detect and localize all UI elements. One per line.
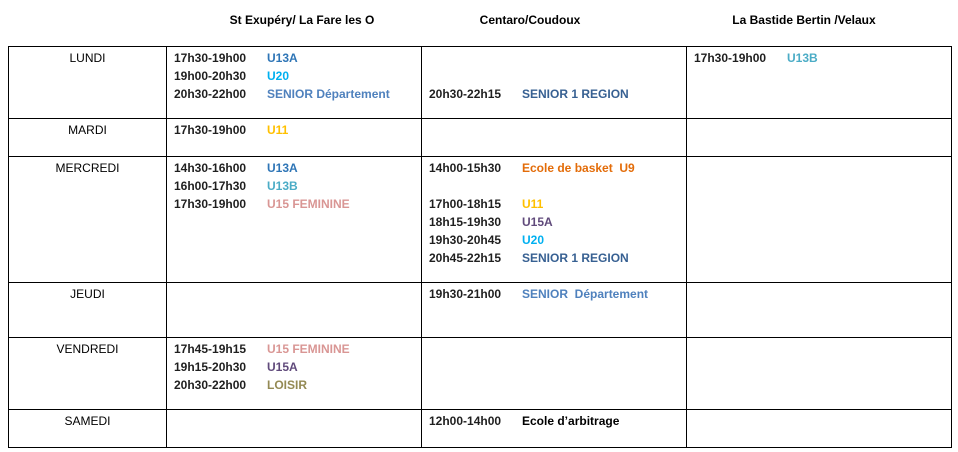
schedule-cell: 17h45-19h15 U15 FEMININE 19h15-20h30 U15A 20… (166, 337, 422, 410)
schedule-cell: 17h30-19h00 U13B (686, 46, 952, 119)
schedule-line: 17h30-19h00 U13A (174, 49, 421, 67)
day-cell: LUNDI (8, 46, 167, 119)
team-name: U13B (787, 51, 818, 65)
team-name: U20 (267, 69, 290, 83)
column-header: Centaro/Coudoux (479, 13, 581, 27)
day-cell: VENDREDI (8, 337, 167, 410)
schedule-cell: 19h30-21h00 SENIOR Département (421, 282, 687, 338)
time-slot: 20h30-22h00 (174, 87, 247, 101)
time-slot: 14h00-15h30 (429, 161, 502, 175)
schedule-line: 19h30-21h00 SENIOR Département (429, 285, 686, 303)
team-name: U13B (267, 179, 298, 193)
schedule-cell (686, 409, 952, 448)
day-cell: JEUDI (8, 282, 167, 338)
schedule-line: 14h30-16h00 U13A (174, 159, 421, 177)
table-row: LUNDI 17h30-19h00 U13A 19h00-20h30 U20 20h30-… (8, 46, 952, 119)
schedule-cell: 14h00-15h30 Ecole de basket U9 17h00-18h15… (421, 156, 687, 283)
time-slot: 14h30-16h00 (174, 161, 247, 175)
schedule-cell: 20h30-22h15 SENIOR 1 REGION (421, 46, 687, 119)
day-cell: SAMEDI (8, 409, 167, 448)
time-slot: 17h00-18h15 (429, 197, 502, 211)
schedule-line: 17h30-19h00 U13B (694, 49, 951, 67)
team-name: SENIOR 1 REGION (522, 87, 629, 101)
time-slot: 20h30-22h15 (429, 87, 502, 101)
time-slot: 17h30-19h00 (174, 197, 247, 211)
time-slot: 16h00-17h30 (174, 179, 247, 193)
team-name: U15 FEMININE (267, 342, 350, 356)
schedule-table: LUNDI 17h30-19h00 U13A 19h00-20h30 U20 20h30-… (8, 46, 952, 448)
day-cell: MARDI (8, 118, 167, 157)
schedule-cell (686, 118, 952, 157)
schedule-line: 17h45-19h15 U15 FEMININE (174, 340, 421, 358)
team-name: U20 (522, 233, 545, 247)
schedule-line: 16h00-17h30 U13B (174, 177, 421, 195)
team-name: U11 (267, 123, 289, 137)
schedule-line: 17h00-18h15 U11 (429, 195, 686, 213)
column-header: St Exupéry/ La Fare les O (229, 13, 375, 27)
schedule-cell: 12h00-14h00 Ecole d’arbitrage (421, 409, 687, 448)
time-slot: 17h30-19h00 (694, 51, 767, 65)
time-slot: 17h45-19h15 (174, 342, 247, 356)
table-row: VENDREDI 17h45-19h15 U15 FEMININE 19h15-20h… (8, 337, 952, 410)
day-cell: MERCREDI (8, 156, 167, 283)
schedule-line: 19h30-20h45 U20 (429, 231, 686, 249)
schedule-line: 20h30-22h00 SENIOR Département (174, 85, 421, 103)
team-name: U15A (267, 360, 298, 374)
team-name: SENIOR 1 REGION (522, 251, 629, 265)
team-name: U13A (267, 51, 298, 65)
time-slot: 20h45-22h15 (429, 251, 502, 265)
table-row: MARDI 17h30-19h00 U11 (8, 118, 952, 157)
time-slot: 19h30-20h45 (429, 233, 502, 247)
team-name: U13A (267, 161, 298, 175)
time-slot: 17h30-19h00 (174, 51, 247, 65)
schedule-cell (686, 156, 952, 283)
schedule-cell (686, 337, 952, 410)
schedule-cell: 17h30-19h00 U11 (166, 118, 422, 157)
team-name: U11 (522, 197, 544, 211)
schedule-line: 19h15-20h30 U15A (174, 358, 421, 376)
table-row: SAMEDI 12h00-14h00 Ecole d’arbitrage (8, 409, 952, 448)
time-slot: 20h30-22h00 (174, 378, 247, 392)
time-slot: 17h30-19h00 (174, 123, 247, 137)
team-name: Ecole de basket U9 (522, 161, 635, 175)
team-name: SENIOR Département (267, 87, 390, 101)
schedule-line: 17h30-19h00 U11 (174, 121, 421, 139)
schedule-line (429, 177, 686, 195)
team-name: LOISIR (267, 378, 308, 392)
schedule-line: 12h00-14h00 Ecole d’arbitrage (429, 412, 686, 430)
time-slot: 19h15-20h30 (174, 360, 247, 374)
table-row: JEUDI 19h30-21h00 SENIOR Département (8, 282, 952, 338)
schedule-line: 18h15-19h30 U15A (429, 213, 686, 231)
schedule-line (429, 67, 686, 85)
schedule-cell (166, 282, 422, 338)
schedule-line: 20h30-22h15 SENIOR 1 REGION (429, 85, 686, 103)
schedule-cell: 17h30-19h00 U13A 19h00-20h30 U20 20h30-22h00… (166, 46, 422, 119)
schedule-line (429, 49, 686, 67)
schedule-line: 19h00-20h30 U20 (174, 67, 421, 85)
time-slot: 19h00-20h30 (174, 69, 247, 83)
time-slot: 12h00-14h00 (429, 414, 502, 428)
team-name: U15 FEMININE (267, 197, 350, 211)
schedule-line: 20h30-22h00 LOISIR (174, 376, 421, 394)
column-header: La Bastide Bertin /Velaux (732, 13, 876, 27)
schedule-cell: 14h30-16h00 U13A 16h00-17h30 U13B 17h30-19h0… (166, 156, 422, 283)
table-row: MERCREDI 14h30-16h00 U13A 16h00-17h30 U13B 17… (8, 156, 952, 283)
team-name: Ecole d’arbitrage (522, 414, 620, 428)
schedule-cell (686, 282, 952, 338)
schedule-cell (421, 337, 687, 410)
schedule-cell (166, 409, 422, 448)
schedule-line: 17h30-19h00 U15 FEMININE (174, 195, 421, 213)
time-slot: 18h15-19h30 (429, 215, 502, 229)
schedule-line: 14h00-15h30 Ecole de basket U9 (429, 159, 686, 177)
schedule-line: 20h45-22h15 SENIOR 1 REGION (429, 249, 686, 267)
time-slot: 19h30-21h00 (429, 287, 502, 301)
team-name: SENIOR Département (522, 287, 649, 301)
team-name: U15A (522, 215, 553, 229)
schedule-cell (421, 118, 687, 157)
